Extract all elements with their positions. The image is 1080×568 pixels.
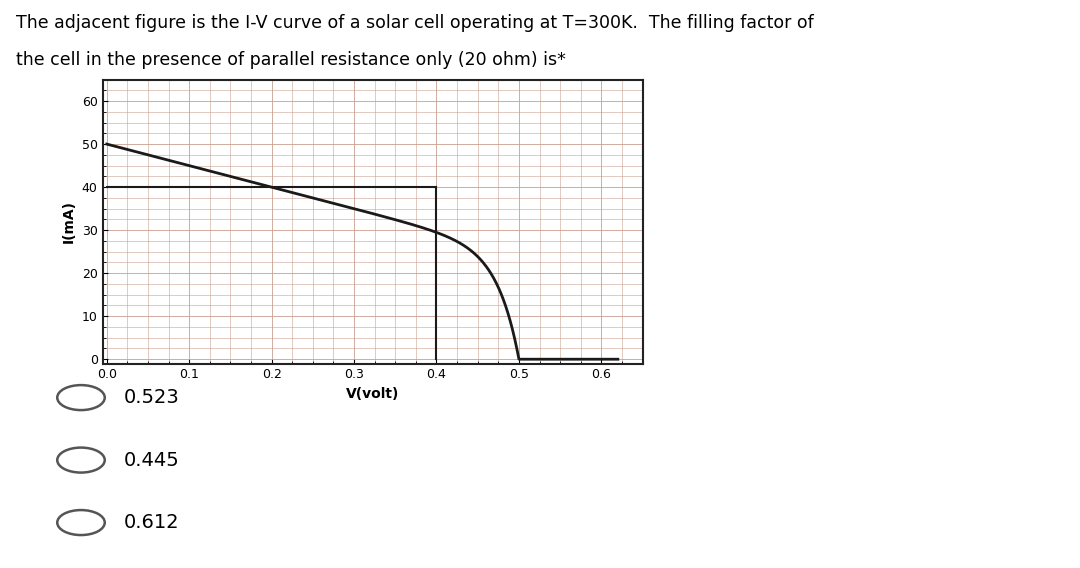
Text: 0.612: 0.612 xyxy=(124,513,180,532)
Text: the cell in the presence of parallel resistance only (20 ohm) is*: the cell in the presence of parallel res… xyxy=(16,51,566,69)
Text: 0.523: 0.523 xyxy=(124,388,180,407)
Text: 0.445: 0.445 xyxy=(124,450,180,470)
X-axis label: V(volt): V(volt) xyxy=(346,387,400,401)
Y-axis label: I(mA): I(mA) xyxy=(63,200,77,243)
Text: The adjacent figure is the I-V curve of a solar cell operating at T=300K.  The f: The adjacent figure is the I-V curve of … xyxy=(16,14,814,32)
